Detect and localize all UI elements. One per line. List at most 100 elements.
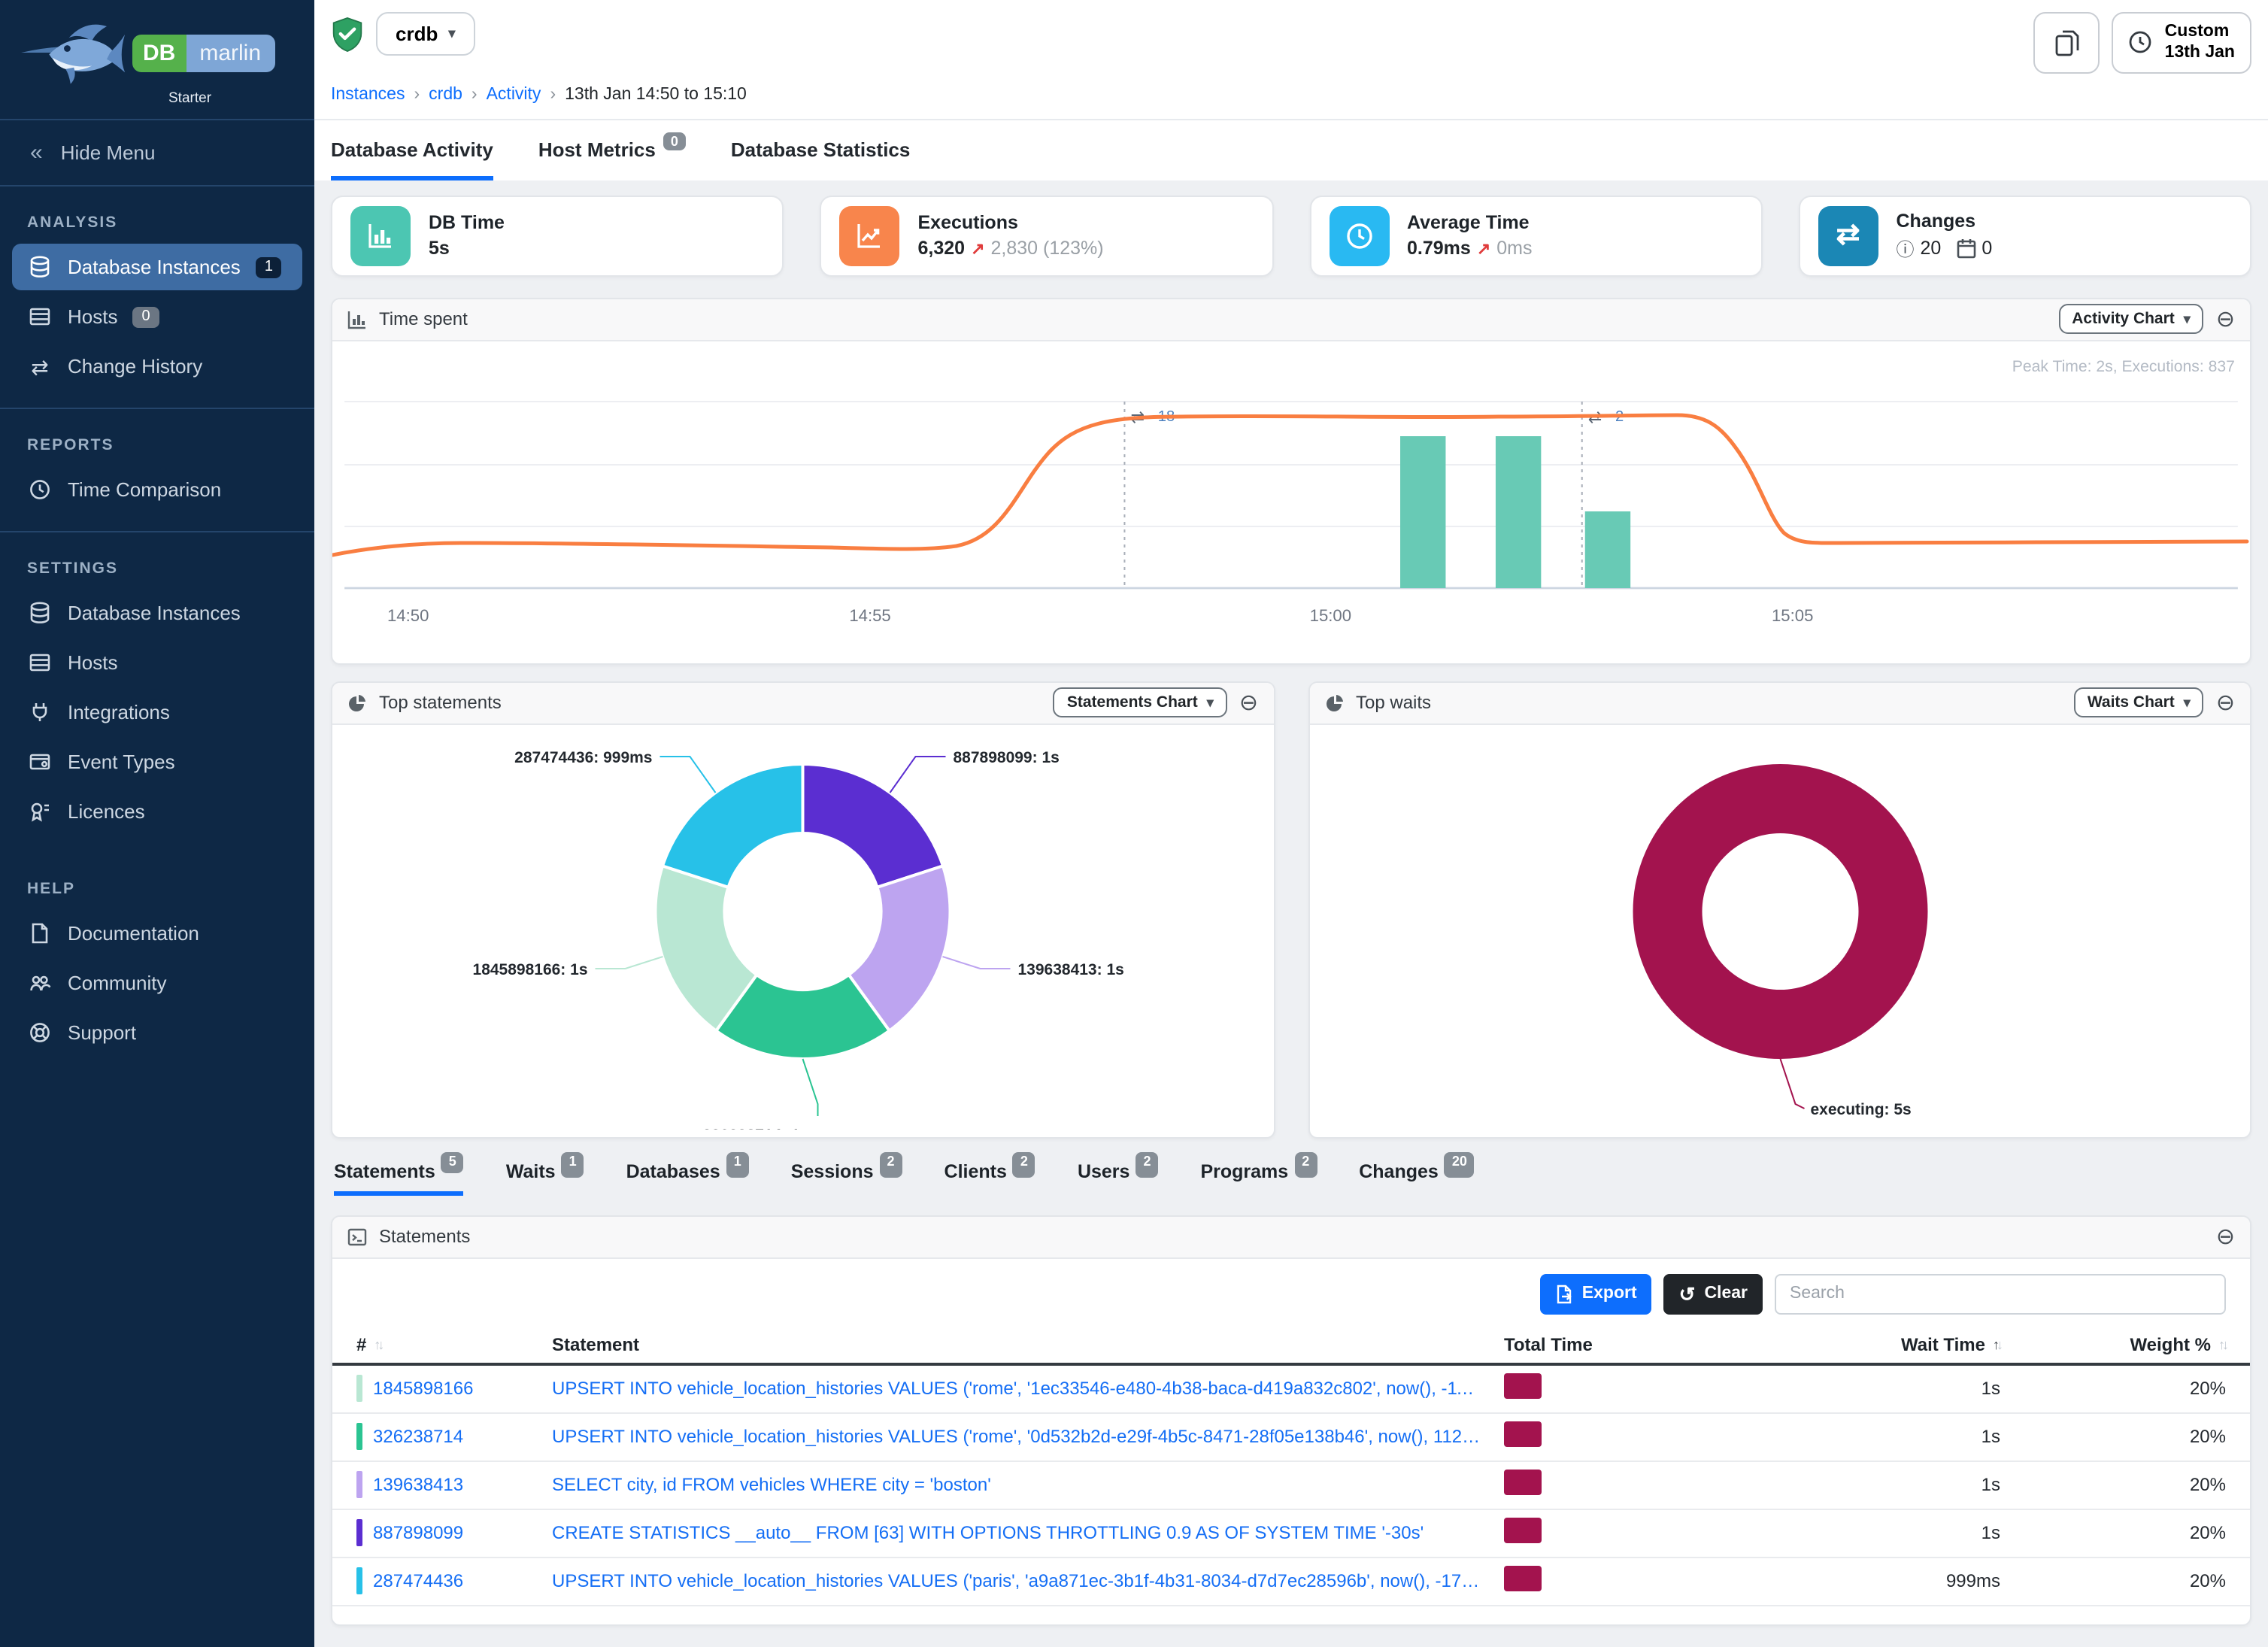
tab-changes[interactable]: Changes 20 bbox=[1359, 1151, 1475, 1196]
sidebar-item-licences[interactable]: Licences bbox=[12, 788, 302, 835]
tab-users[interactable]: Users 2 bbox=[1078, 1151, 1159, 1196]
col-statement[interactable]: Statement bbox=[552, 1333, 640, 1355]
total-time-bar bbox=[1504, 1373, 1542, 1400]
tab-waits[interactable]: Waits 1 bbox=[506, 1151, 584, 1196]
statement-color-bar bbox=[356, 1375, 362, 1403]
tab-host-metrics[interactable]: Host Metrics 0 bbox=[538, 132, 686, 180]
waits-chart-dropdown[interactable]: Waits Chart ▾ bbox=[2073, 687, 2204, 718]
tab-databases[interactable]: Databases 1 bbox=[626, 1151, 749, 1196]
weight-value: 20% bbox=[2189, 1474, 2226, 1496]
statement-id-link[interactable]: 326238714 bbox=[373, 1426, 464, 1448]
collapse-panel-icon[interactable]: ⊖ bbox=[1239, 690, 1258, 716]
section-title: ANALYSIS bbox=[27, 214, 118, 232]
wait-time-value: 999ms bbox=[1945, 1570, 2000, 1592]
panel-title: Top waits bbox=[1356, 692, 1432, 714]
col-wait-time[interactable]: Wait Time ↑↓ bbox=[1900, 1333, 2003, 1355]
table-row: 139638413 SELECT city, id FROM vehicles … bbox=[332, 1462, 2250, 1510]
chevrons-left-icon: « bbox=[30, 140, 43, 165]
sidebar-item-hosts[interactable]: Hosts 0 bbox=[12, 293, 302, 340]
statement-id-link[interactable]: 887898099 bbox=[373, 1522, 464, 1544]
breadcrumb-instances[interactable]: Instances bbox=[331, 85, 405, 104]
tab-sessions[interactable]: Sessions 2 bbox=[791, 1151, 902, 1196]
sidebar-item-database-instances[interactable]: Database Instances 1 bbox=[12, 244, 302, 290]
statements-chart-dropdown[interactable]: Statements Chart ▾ bbox=[1053, 687, 1227, 718]
copy-link-button[interactable] bbox=[2033, 12, 2100, 74]
clear-button[interactable]: ↺ Clear bbox=[1663, 1273, 1763, 1315]
statement-link[interactable]: CREATE STATISTICS __auto__ FROM [63] WIT… bbox=[552, 1522, 1424, 1544]
sidebar-item-time-comparison[interactable]: Time Comparison bbox=[12, 466, 302, 513]
col-weight[interactable]: Weight % ↑↓ bbox=[2130, 1333, 2229, 1355]
database-icon bbox=[27, 602, 53, 624]
peak-note: Peak Time: 2s, Executions: 837 bbox=[2012, 358, 2235, 375]
table-row: 326238714 UPSERT INTO vehicle_location_h… bbox=[332, 1414, 2250, 1462]
sidebar-item-integrations[interactable]: Integrations bbox=[12, 689, 302, 736]
slice-label: 139638413: 1s bbox=[1018, 961, 1124, 978]
breadcrumb-crdb[interactable]: crdb bbox=[429, 85, 462, 104]
db-time-line[interactable] bbox=[332, 412, 2249, 557]
chevron-down-icon: ▾ bbox=[448, 26, 456, 41]
time-range-mode: Custom bbox=[2164, 23, 2230, 41]
statement-link[interactable]: SELECT city, id FROM vehicles WHERE city… bbox=[552, 1474, 991, 1496]
tab-clients[interactable]: Clients 2 bbox=[944, 1151, 1035, 1196]
trend-up-icon: ↗ bbox=[971, 240, 985, 259]
x-tick: 15:00 bbox=[1310, 606, 1351, 625]
sidebar-item-support[interactable]: Support bbox=[12, 1009, 302, 1056]
statement-link[interactable]: UPSERT INTO vehicle_location_histories V… bbox=[552, 1570, 1504, 1592]
statement-link[interactable]: UPSERT INTO vehicle_location_histories V… bbox=[552, 1378, 1504, 1400]
donut-slice[interactable] bbox=[846, 863, 952, 1033]
sidebar-item-community[interactable]: Community bbox=[12, 960, 302, 1006]
statement-link[interactable]: UPSERT INTO vehicle_location_histories V… bbox=[552, 1426, 1504, 1448]
top-statements-donut[interactable]: 887898099: 1s 139638413: 1s 326238714: 1… bbox=[332, 725, 1273, 1137]
donut-slice[interactable] bbox=[660, 762, 805, 889]
donut-slice[interactable] bbox=[714, 972, 892, 1060]
swap-arrows-icon: ⇄ bbox=[31, 354, 49, 378]
main-tabs: Database Activity Host Metrics 0 Databas… bbox=[314, 120, 2268, 180]
slice-label: 1845898166: 1s bbox=[473, 961, 588, 978]
statement-id-link[interactable]: 139638413 bbox=[373, 1474, 464, 1496]
sidebar-item-documentation[interactable]: Documentation bbox=[12, 910, 302, 957]
total-time-bar bbox=[1504, 1470, 1542, 1496]
donut-slice[interactable] bbox=[653, 863, 760, 1033]
collapse-panel-icon[interactable]: ⊖ bbox=[2215, 1224, 2235, 1250]
statement-id-link[interactable]: 1845898166 bbox=[373, 1378, 474, 1400]
donut-slice[interactable] bbox=[801, 762, 945, 889]
time-spent-chart[interactable]: Peak Time: 2s, Executions: 837 ⇄ 18 ⇄ 2 … bbox=[332, 341, 2250, 656]
sidebar-item-settings-database-instances[interactable]: Database Instances bbox=[12, 590, 302, 636]
statement-id-link[interactable]: 287474436 bbox=[373, 1570, 464, 1592]
col-total-time[interactable]: Total Time bbox=[1504, 1333, 1593, 1355]
sidebar-item-event-types[interactable]: Event Types bbox=[12, 739, 302, 785]
collapse-panel-icon[interactable]: ⊖ bbox=[2215, 306, 2235, 332]
tab-database-statistics[interactable]: Database Statistics bbox=[730, 138, 911, 161]
export-button[interactable]: Export bbox=[1539, 1273, 1652, 1315]
search-input[interactable] bbox=[1775, 1273, 2226, 1315]
donut-slice[interactable] bbox=[1632, 763, 1927, 1059]
section-title: REPORTS bbox=[27, 436, 114, 454]
tab-programs[interactable]: Programs 2 bbox=[1200, 1151, 1317, 1196]
collapse-panel-icon[interactable]: ⊖ bbox=[2215, 690, 2235, 716]
weight-value: 20% bbox=[2189, 1378, 2226, 1400]
tab-statements[interactable]: Statements 5 bbox=[334, 1151, 464, 1196]
instance-selector[interactable]: crdb ▾ bbox=[376, 12, 475, 56]
col-id[interactable]: # ↑↓ bbox=[356, 1333, 384, 1355]
time-range-date: 13th Jan bbox=[2164, 44, 2235, 62]
sidebar-item-change-history[interactable]: ⇄ Change History bbox=[12, 343, 302, 390]
executions-bar[interactable] bbox=[1584, 511, 1631, 588]
tab-database-activity[interactable]: Database Activity bbox=[331, 138, 493, 180]
breadcrumb-activity[interactable]: Activity bbox=[486, 85, 541, 104]
sidebar-item-settings-hosts[interactable]: Hosts bbox=[12, 639, 302, 686]
database-icon bbox=[27, 256, 53, 278]
plug-icon bbox=[27, 701, 53, 723]
event-types-icon bbox=[27, 751, 53, 773]
executions-bar[interactable] bbox=[1495, 435, 1542, 588]
executions-bar[interactable] bbox=[1400, 435, 1446, 588]
slice-label: 887898099: 1s bbox=[954, 749, 1060, 766]
sidebar-section-analysis: ANALYSIS Database Instances 1 Hosts 0 ⇄ … bbox=[0, 187, 314, 408]
export-icon bbox=[1557, 1285, 1572, 1303]
time-range-button[interactable]: Custom 13th Jan bbox=[2112, 12, 2251, 74]
activity-chart-dropdown[interactable]: Activity Chart ▾ bbox=[2058, 304, 2204, 335]
chart-icon bbox=[347, 310, 367, 329]
logo: DB marlin Starter bbox=[0, 0, 314, 119]
top-waits-donut[interactable]: executing: 5s bbox=[1309, 725, 2250, 1130]
hide-menu-button[interactable]: « Hide Menu bbox=[30, 140, 156, 165]
section-title: HELP bbox=[27, 880, 76, 898]
